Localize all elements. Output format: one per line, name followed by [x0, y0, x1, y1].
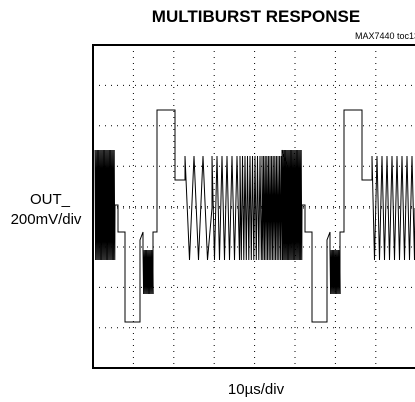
scope-figure: MULTIBURST RESPONSE MAX7440 toc13 OUT_ 2…: [0, 0, 415, 402]
y-label: OUT_: [30, 191, 71, 208]
x-label: 10µs/div: [228, 381, 285, 398]
figure-title: MULTIBURST RESPONSE: [152, 7, 360, 26]
figure-note: MAX7440 toc13: [355, 31, 415, 41]
y-label: 200mV/div: [11, 211, 82, 228]
page: MULTIBURST RESPONSE MAX7440 toc13 OUT_ 2…: [0, 0, 415, 402]
